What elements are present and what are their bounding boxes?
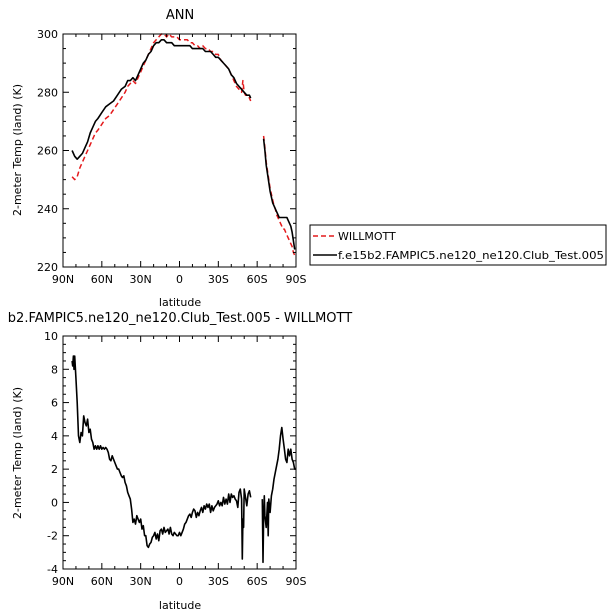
- top-x-tick-label: 0: [176, 273, 183, 286]
- top-panel: ANN 90N 60N 30N 0 30S 60S 90S 220 240 260 280 300 l…: [11, 8, 307, 309]
- bottom-x-tick-label: 90S: [286, 575, 307, 588]
- top-x-tick-label: 30S: [208, 273, 229, 286]
- top-x-tick-label: 90N: [52, 273, 74, 286]
- bottom-chart-title: b2.FAMPIC5.ne120_ne120.Club_Test.005 - W…: [8, 311, 352, 326]
- bottom-y-tick-label: 6: [51, 397, 58, 410]
- bottom-x-tick-label: 30S: [208, 575, 229, 588]
- legend: WILLMOTT f.e15b2.FAMPIC5.ne120_ne120.Clu…: [309, 224, 607, 266]
- bottom-plot-lines: [71, 355, 296, 564]
- top-y-tick-label: 220: [37, 261, 58, 274]
- top-x-axis-label: latitude: [159, 296, 201, 309]
- bottom-y-tick-label: 10: [44, 330, 58, 343]
- top-x-tick-label: 60S: [247, 273, 268, 286]
- bottom-series-0-segment-0: [71, 355, 252, 560]
- bottom-y-tick-label: -2: [47, 530, 58, 543]
- bottom-y-tick-label: -4: [47, 563, 58, 576]
- bottom-x-tick-label: 90N: [52, 575, 74, 588]
- bottom-x-tick-label: 30N: [130, 575, 152, 588]
- bottom-axis-ticks: 90N 60N 30N 0 30S 60S 90S -4 -2 0 2 4 6 8 10: [44, 330, 307, 588]
- top-series-0-segment-1: [262, 135, 296, 256]
- bottom-x-tick-label: 60N: [91, 575, 113, 588]
- bottom-y-axis-label: 2-meter Temp (land) (K): [11, 387, 24, 519]
- top-plot-lines: [71, 33, 296, 256]
- legend-box: [309, 224, 607, 266]
- top-x-tick-label: 60N: [91, 273, 113, 286]
- top-plot-frame: [62, 33, 297, 268]
- top-y-tick-label: 280: [37, 86, 58, 99]
- bottom-x-tick-label: 0: [176, 575, 183, 588]
- legend-label-willmott: WILLMOTT: [338, 230, 396, 243]
- bottom-series-0-segment-1: [261, 426, 296, 564]
- top-y-axis-label: 2-meter Temp (land) (K): [11, 84, 24, 216]
- top-series-1-segment-0: [71, 38, 252, 160]
- bottom-y-tick-label: 2: [51, 463, 58, 476]
- top-x-tick-label: 90S: [286, 273, 307, 286]
- top-series-1-segment-1: [262, 138, 296, 250]
- legend-label-model: f.e15b2.FAMPIC5.ne120_ne120.Club_Test.00…: [338, 249, 604, 262]
- top-y-tick-label: 260: [37, 145, 58, 158]
- top-chart-title: ANN: [166, 8, 194, 23]
- bottom-y-tick-label: 4: [51, 430, 58, 443]
- bottom-y-tick-label: 0: [51, 496, 58, 509]
- bottom-x-axis-label: latitude: [159, 599, 201, 612]
- bottom-panel: b2.FAMPIC5.ne120_ne120.Club_Test.005 - W…: [8, 311, 352, 612]
- top-y-tick-label: 240: [37, 203, 58, 216]
- top-x-tick-label: 30N: [130, 273, 152, 286]
- top-axis-ticks: 90N 60N 30N 0 30S 60S 90S 220 240 260 280 300: [37, 28, 307, 286]
- top-series-0-segment-0: [71, 33, 252, 181]
- top-y-tick-label: 300: [37, 28, 58, 41]
- bottom-y-tick-label: 8: [51, 363, 58, 376]
- bottom-x-tick-label: 60S: [247, 575, 268, 588]
